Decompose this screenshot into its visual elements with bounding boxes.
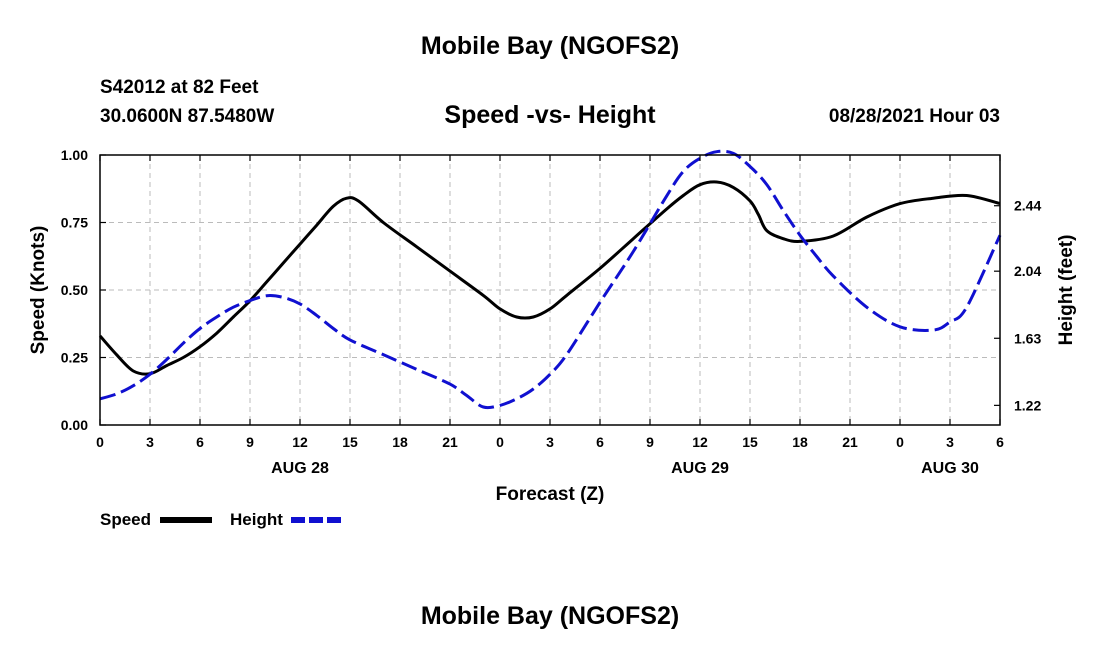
station-label: S42012 at 82 Feet bbox=[100, 77, 259, 98]
legend: Speed Height bbox=[100, 510, 343, 529]
x-tick-label: 3 bbox=[146, 434, 154, 450]
grid-lines bbox=[100, 155, 1000, 425]
axis-ticks bbox=[99, 154, 1001, 426]
x-tick-label: 18 bbox=[392, 434, 408, 450]
x-tick-label: 6 bbox=[196, 434, 204, 450]
y2-tick-label: 2.04 bbox=[1014, 263, 1041, 279]
y-tick-label: 0.25 bbox=[61, 350, 88, 366]
forecast-datetime: 08/28/2021 Hour 03 bbox=[828, 106, 1000, 127]
coordinates-label: 30.0600N 87.5480W bbox=[100, 106, 275, 127]
x-tick-label: 3 bbox=[946, 434, 954, 450]
y2-tick-label: 1.22 bbox=[1014, 397, 1041, 413]
speed-line bbox=[98, 180, 1001, 376]
y-tick-label: 0.00 bbox=[61, 417, 88, 433]
x-tick-label: 12 bbox=[692, 434, 708, 450]
date-label: AUG 30 bbox=[921, 460, 979, 477]
x-axis-label: Forecast (Z) bbox=[496, 484, 605, 505]
y-tick-label: 0.50 bbox=[61, 282, 88, 298]
legend-height-label: Height bbox=[230, 510, 283, 529]
axis-tick-labels: 0 3 6 9 12 15 18 21 0 3 6 9 12 15 18 21 0 3 6 AUG 28 AUG 29 A… bbox=[61, 147, 1042, 477]
y2-tick-label: 1.63 bbox=[1014, 330, 1041, 346]
x-tick-label: 15 bbox=[742, 434, 758, 450]
x-tick-label: 15 bbox=[342, 434, 358, 450]
x-tick-label: 9 bbox=[246, 434, 254, 450]
chart-subtitle: Speed -vs- Height bbox=[444, 101, 656, 129]
x-tick-label: 3 bbox=[546, 434, 554, 450]
chart-title: Mobile Bay (NGOFS2) bbox=[420, 32, 680, 60]
x-tick-label: 9 bbox=[646, 434, 654, 450]
y-tick-label: 1.00 bbox=[61, 147, 88, 163]
series-lines bbox=[98, 149, 1002, 410]
x-tick-label: 12 bbox=[292, 434, 308, 450]
date-label: AUG 29 bbox=[671, 460, 729, 477]
x-tick-label: 0 bbox=[96, 434, 104, 450]
x-tick-label: 6 bbox=[996, 434, 1004, 450]
x-tick-label: 0 bbox=[496, 434, 504, 450]
y-tick-label: 0.75 bbox=[61, 215, 88, 231]
y2-tick-label: 2.44 bbox=[1014, 198, 1041, 214]
x-tick-label: 21 bbox=[842, 434, 858, 450]
y-axis-label: Speed (Knots) bbox=[28, 226, 49, 355]
x-tick-label: 18 bbox=[792, 434, 808, 450]
y2-axis-label: Height (feet) bbox=[1056, 235, 1077, 346]
height-line bbox=[99, 149, 1002, 410]
date-label: AUG 28 bbox=[271, 460, 329, 477]
x-tick-label: 21 bbox=[442, 434, 458, 450]
legend-speed-label: Speed bbox=[100, 510, 151, 529]
x-tick-label: 0 bbox=[896, 434, 904, 450]
x-tick-label: 6 bbox=[596, 434, 604, 450]
footer-title: Mobile Bay (NGOFS2) bbox=[420, 602, 680, 630]
